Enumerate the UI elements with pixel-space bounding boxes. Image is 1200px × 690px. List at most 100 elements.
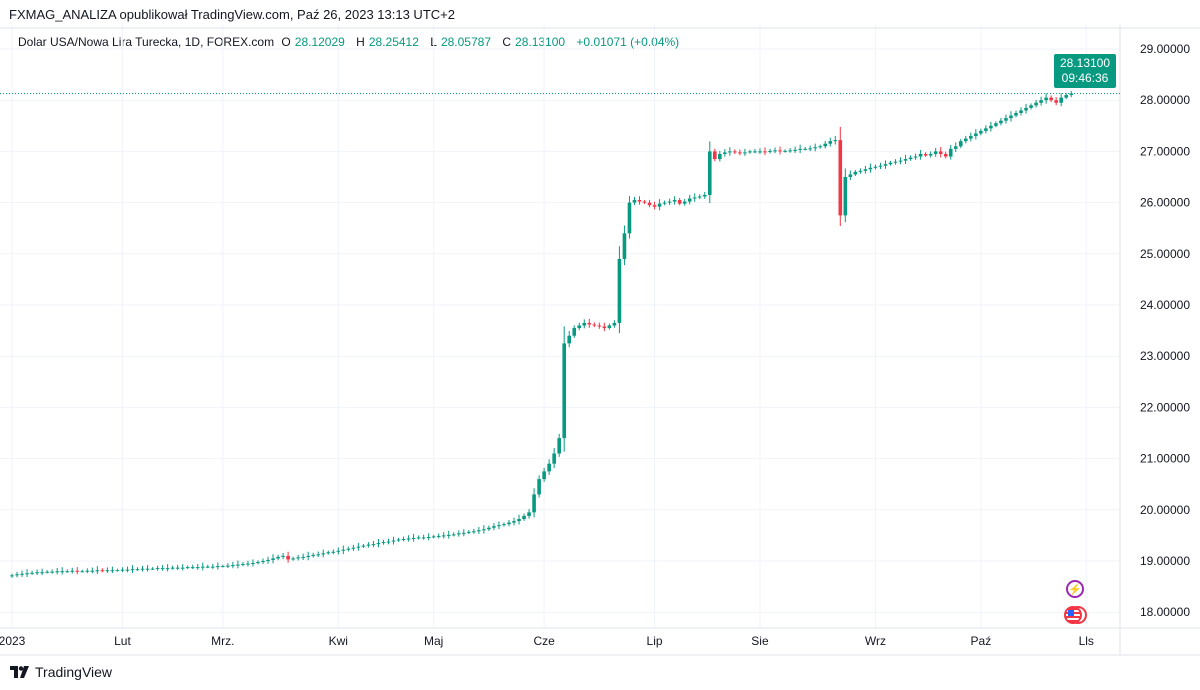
y-tick-label: 21.00000 xyxy=(1140,452,1190,466)
candle-body xyxy=(446,534,451,536)
candle-body xyxy=(763,151,767,153)
symbol-legend: Dolar USA/Nowa Lira Turecka, 1D, FOREX.c… xyxy=(18,35,683,49)
candle-body xyxy=(60,571,64,573)
candle-body xyxy=(637,200,642,202)
close-label: C xyxy=(502,35,512,49)
candle-body xyxy=(165,568,170,570)
candle-body xyxy=(175,567,180,569)
candle-body xyxy=(10,575,14,577)
last-price-tag: 28.13100 09:46:36 xyxy=(1054,54,1116,88)
candle-body xyxy=(487,527,491,530)
candle-body xyxy=(472,531,476,533)
candle-body xyxy=(1049,97,1053,101)
candle-body xyxy=(863,169,868,171)
candle-body xyxy=(160,568,165,570)
candle-body xyxy=(748,151,752,153)
candle-body xyxy=(918,153,923,157)
tradingview-logo-icon xyxy=(10,666,29,678)
candle-body xyxy=(878,165,883,167)
candle-body xyxy=(40,572,44,574)
candle-body xyxy=(682,201,687,204)
candle-body xyxy=(828,141,833,144)
candle-body xyxy=(1024,107,1028,111)
candle-body xyxy=(848,174,853,177)
symbol-name: Dolar USA/Nowa Lira Turecka, 1D, FOREX.c… xyxy=(18,35,275,49)
high-value: 28.25412 xyxy=(368,35,419,49)
candle-body xyxy=(813,147,817,149)
candle-body xyxy=(753,151,757,153)
x-tick-label: Maj xyxy=(424,634,443,648)
candle-body xyxy=(316,554,321,556)
candle-body xyxy=(90,570,95,572)
candle-body xyxy=(647,202,652,206)
candle-body xyxy=(773,150,777,152)
candle-body xyxy=(1014,113,1018,116)
candle-body xyxy=(1054,100,1058,103)
candle-body xyxy=(577,325,582,329)
candle-body xyxy=(1064,95,1068,98)
candle-body xyxy=(85,570,90,572)
candle-body xyxy=(1004,118,1008,121)
candle-body xyxy=(336,550,341,552)
x-tick-label: Sie xyxy=(751,634,769,648)
candle-body xyxy=(271,558,275,560)
candle-body xyxy=(281,555,285,557)
candle-body xyxy=(266,559,270,561)
y-tick-label: 18.00000 xyxy=(1140,605,1190,619)
flag-canton xyxy=(1068,610,1074,616)
x-tick-label: Lut xyxy=(114,634,131,648)
candle-body xyxy=(451,534,456,536)
candle-body xyxy=(296,557,300,559)
candle-body xyxy=(838,140,843,216)
candle-body xyxy=(597,325,602,327)
candle-body xyxy=(602,326,607,329)
candle-body xyxy=(216,566,220,568)
us-flag-event-icon[interactable] xyxy=(1064,606,1082,624)
candle-body xyxy=(923,153,928,156)
candle-body xyxy=(702,194,707,197)
candle-body xyxy=(953,146,958,149)
candle-body xyxy=(95,570,100,572)
candle-body xyxy=(386,541,391,543)
open-label: O xyxy=(281,35,291,49)
candle-body xyxy=(431,536,436,538)
candle-body xyxy=(928,153,933,156)
candle-body xyxy=(888,162,893,165)
candle-body xyxy=(200,566,205,568)
candle-body xyxy=(251,563,255,565)
candle-body xyxy=(728,151,732,153)
candle-body xyxy=(80,571,85,573)
candle-body xyxy=(15,574,19,576)
candle-body xyxy=(241,564,245,566)
candle-body xyxy=(110,570,115,572)
tradingview-logo[interactable]: TradingView xyxy=(10,664,112,680)
candle-body xyxy=(803,148,807,150)
candle-body xyxy=(713,151,717,160)
candle-body xyxy=(467,531,471,533)
candle-body xyxy=(276,556,280,559)
candle-body xyxy=(155,568,160,570)
candle-body xyxy=(416,537,421,539)
candle-body xyxy=(75,570,80,572)
x-tick-label: Paź xyxy=(971,634,992,648)
candle-body xyxy=(823,143,828,147)
candle-body xyxy=(286,555,290,560)
candle-body xyxy=(421,537,426,539)
candle-body xyxy=(562,343,566,439)
candle-body xyxy=(462,532,466,534)
candle-body xyxy=(100,570,105,572)
candle-body xyxy=(783,150,787,152)
y-tick-label: 22.00000 xyxy=(1140,400,1190,414)
candle-body xyxy=(231,565,235,567)
candle-body xyxy=(351,547,356,549)
y-tick-label: 26.00000 xyxy=(1140,196,1190,210)
x-tick-label: Wrz xyxy=(865,634,886,648)
candle-body xyxy=(632,200,637,203)
candle-body xyxy=(808,148,812,150)
lightning-event-icon[interactable]: ⚡ xyxy=(1066,580,1084,598)
candle-body xyxy=(1029,105,1033,108)
candle-body xyxy=(883,164,888,166)
candle-body xyxy=(627,202,632,234)
candle-body xyxy=(441,535,446,537)
